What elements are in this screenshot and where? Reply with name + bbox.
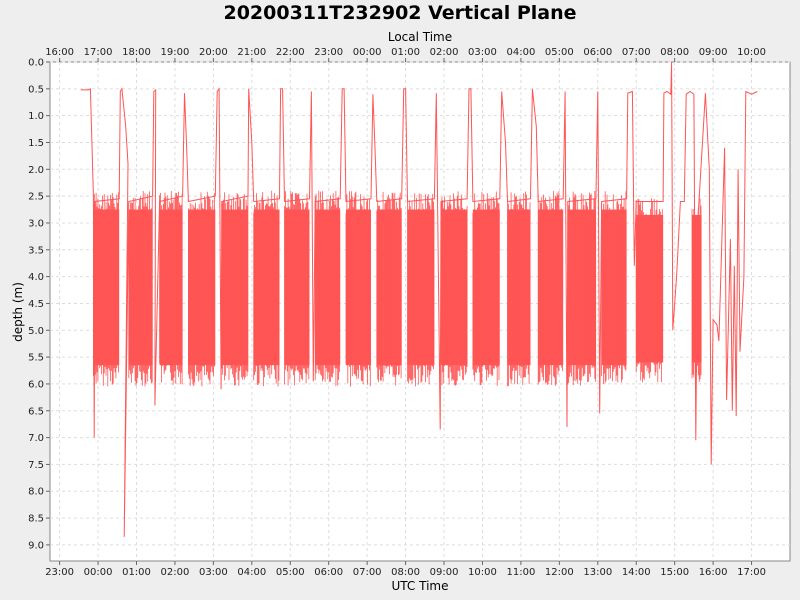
y-tick-label: 8.5	[28, 514, 44, 525]
depth-band-strokes	[345, 191, 371, 387]
depth-band-strokes	[128, 191, 153, 387]
x-tick-label-local: 16:00	[45, 47, 74, 58]
y-tick-label: 6.0	[28, 379, 44, 390]
x-tick-label-utc: 03:00	[199, 567, 228, 578]
x-tick-label-local: 09:00	[699, 47, 728, 58]
x-tick-label-utc: 09:00	[430, 567, 459, 578]
y-tick-label: 0.5	[28, 84, 44, 95]
x-tick-label-utc: 07:00	[353, 567, 382, 578]
y-tick-label: 7.0	[28, 433, 44, 444]
x-axis-label-bottom: UTC Time	[392, 579, 449, 593]
y-tick-label: 4.0	[28, 272, 44, 283]
x-tick-label-local: 02:00	[430, 47, 459, 58]
x-tick-label-local: 05:00	[545, 47, 574, 58]
x-tick-label-utc: 12:00	[545, 567, 574, 578]
depth-band-strokes	[407, 193, 434, 387]
x-tick-label-utc: 08:00	[391, 567, 420, 578]
x-tick-label-utc: 01:00	[122, 567, 151, 578]
x-tick-label-local: 01:00	[391, 47, 420, 58]
depth-band-strokes	[314, 190, 340, 387]
depth-band-strokes	[537, 190, 563, 386]
depth-series-line	[80, 61, 758, 537]
x-tick-label-utc: 10:00	[468, 567, 497, 578]
y-tick-label: 1.0	[28, 111, 44, 122]
x-tick-label-local: 20:00	[199, 47, 228, 58]
y-tick-label: 7.5	[28, 460, 44, 471]
x-tick-label-local: 06:00	[583, 47, 612, 58]
x-tick-label-utc: 02:00	[161, 567, 190, 578]
y-tick-label: 6.5	[28, 406, 44, 417]
x-tick-label-local: 00:00	[353, 47, 382, 58]
x-tick-label-utc: 14:00	[622, 567, 651, 578]
depth-band-strokes	[472, 191, 500, 386]
x-tick-label-local: 23:00	[314, 47, 343, 58]
depth-band-strokes	[284, 191, 310, 386]
depth-band-strokes	[376, 191, 402, 386]
x-tick-label-utc: 13:00	[583, 567, 612, 578]
x-tick-label-utc: 23:00	[45, 567, 74, 578]
depth-band-strokes	[507, 191, 531, 387]
x-tick-label-local: 19:00	[161, 47, 190, 58]
x-tick-label-local: 22:00	[276, 47, 305, 58]
x-tick-label-local: 10:00	[737, 47, 766, 58]
x-tick-label-utc: 05:00	[276, 567, 305, 578]
y-axis-label: depth (m)	[11, 282, 25, 342]
x-tick-label-local: 03:00	[468, 47, 497, 58]
x-axis-local-ticks: 16:00 17:00 18:00 19:00 20:00 21:00 22:00 23:00…	[45, 47, 766, 62]
chart-title: 20200311T232902 Vertical Plane	[223, 2, 577, 24]
x-tick-label-local: 21:00	[237, 47, 266, 58]
x-tick-label-local: 17:00	[84, 47, 113, 58]
grid-lines	[50, 61, 790, 561]
x-axis-utc-ticks: 23:00 00:00 01:00 02:00 03:00 04:00 05:00 06:00…	[45, 561, 766, 578]
x-tick-label-local: 08:00	[660, 47, 689, 58]
depth-band-strokes	[93, 192, 119, 387]
depth-band-strokes	[159, 191, 183, 385]
x-tick-label-utc: 17:00	[737, 567, 766, 578]
y-tick-label: 1.5	[28, 138, 44, 149]
series-lines	[80, 61, 758, 537]
x-tick-label-utc: 11:00	[506, 567, 535, 578]
x-axis-label-top: Local Time	[388, 30, 452, 44]
y-tick-label: 0.0	[28, 58, 44, 69]
depth-band-strokes	[635, 198, 663, 383]
y-tick-label: 4.5	[28, 299, 44, 310]
x-tick-label-local: 04:00	[506, 47, 535, 58]
x-tick-label-local: 07:00	[622, 47, 651, 58]
dense-bands	[93, 190, 702, 387]
y-tick-label: 3.0	[28, 218, 44, 229]
depth-band-strokes	[188, 191, 215, 387]
x-tick-label-utc: 00:00	[84, 567, 113, 578]
x-tick-label-utc: 06:00	[314, 567, 343, 578]
depth-band-strokes	[601, 191, 627, 385]
y-tick-label: 5.5	[28, 353, 44, 364]
x-tick-label-utc: 16:00	[699, 567, 728, 578]
x-tick-label-utc: 04:00	[237, 567, 266, 578]
y-axis-ticks: 0.0 0.5 1.0 1.5 2.0 2.5 3.0 3.5 4.0 4.5 5.0 5.5 6.0 6…	[28, 58, 50, 551]
y-tick-label: 2.0	[28, 165, 44, 176]
x-tick-label-utc: 15:00	[660, 567, 689, 578]
y-tick-label: 2.5	[28, 192, 44, 203]
y-tick-label: 9.0	[28, 540, 44, 551]
y-tick-label: 3.5	[28, 245, 44, 256]
y-tick-label: 5.0	[28, 326, 44, 337]
x-tick-label-local: 18:00	[122, 47, 151, 58]
depth-band-strokes	[253, 190, 280, 387]
y-tick-label: 8.0	[28, 487, 44, 498]
